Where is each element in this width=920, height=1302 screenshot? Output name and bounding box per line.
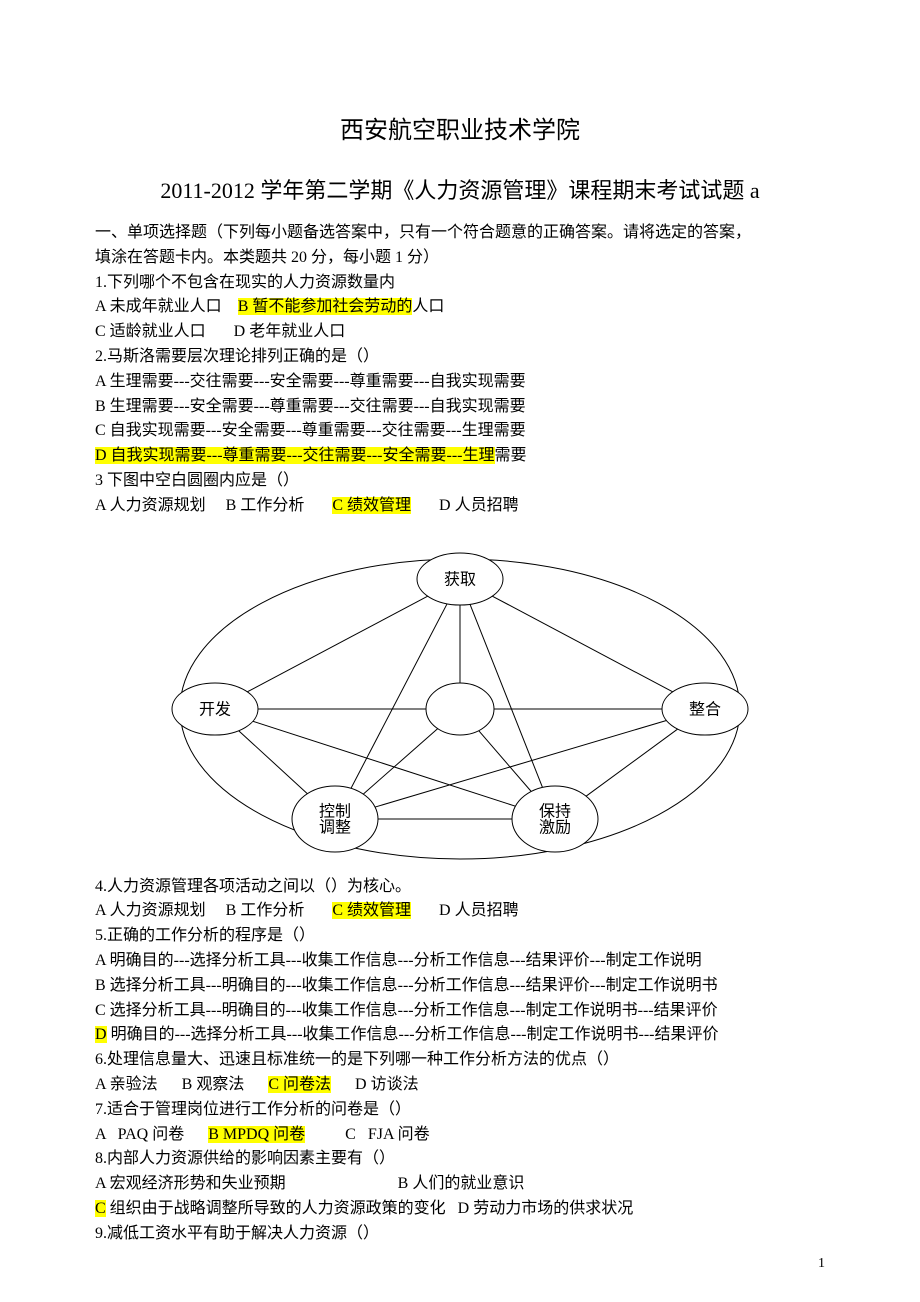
q4-opts: A 人力资源规划 B 工作分析 C 绩效管理 D 人员招聘 <box>95 899 825 924</box>
q5-opt-d: D 明确目的---选择分析工具---收集工作信息---分析工作信息---制定工作… <box>95 1023 825 1048</box>
q8-opt-cd: C 组织由于战略调整所导致的人力资源政策的变化 D 劳动力市场的供求状况 <box>95 1197 825 1222</box>
q4-opt-c-hl: C 绩效管理 <box>332 902 411 919</box>
q2-opt-c: C 自我实现需要---安全需要---尊重需要---交往需要---生理需要 <box>95 419 825 444</box>
q7-opt-c: C FJA 问卷 <box>305 1126 429 1143</box>
q3-opts: A 人力资源规划 B 工作分析 C 绩效管理 D 人员招聘 <box>95 494 825 519</box>
q9-stem: 9.减低工资水平有助于解决人力资源（） <box>95 1222 825 1247</box>
q6-opt-c-hl: C 问卷法 <box>268 1076 331 1093</box>
q2-opt-d-hl: D 自我实现需要---尊重需要---交往需要---安全需要---生理 <box>95 447 495 464</box>
svg-text:开发: 开发 <box>199 700 231 718</box>
section-instructions-l2: 填涂在答题卡内。本类题共 20 分，每小题 1 分） <box>95 246 825 271</box>
q7-opt-a: A PAQ 问卷 <box>95 1126 208 1143</box>
q1-opt-b-hl: B 暂不能参加社会劳动的 <box>238 298 413 315</box>
q6-opts: A 亲验法 B 观察法 C 问卷法 D 访谈法 <box>95 1073 825 1098</box>
q1-line-ab: A 未成年就业人口 B 暂不能参加社会劳动的人口 <box>95 295 825 320</box>
q2-opt-d-post: 需要 <box>495 447 527 464</box>
q1-line-cd: C 适龄就业人口 D 老年就业人口 <box>95 320 825 345</box>
page-number: 1 <box>818 1256 825 1272</box>
svg-text:获取: 获取 <box>444 570 476 588</box>
svg-text:整合: 整合 <box>689 700 721 718</box>
q2-stem: 2.马斯洛需要层次理论排列正确的是（） <box>95 345 825 370</box>
q6-opt-ab: A 亲验法 B 观察法 <box>95 1076 268 1093</box>
svg-text:控制: 控制 <box>319 802 351 820</box>
q3-opt-d: D 人员招聘 <box>411 497 519 514</box>
q8-opt-c-hl: C <box>95 1200 106 1217</box>
q5-opt-d-mid: 明确目的---选择分析工具---收集工作信息---分析工作信息---制定工作说明… <box>107 1026 719 1043</box>
q3-opt-c-hl: C 绩效管理 <box>332 497 411 514</box>
svg-text:保持: 保持 <box>539 802 571 820</box>
q5-opt-c: C 选择分析工具---明确目的---收集工作信息---分析工作信息---制定工作… <box>95 999 825 1024</box>
q5-opt-a: A 明确目的---选择分析工具---收集工作信息---分析工作信息---结果评价… <box>95 949 825 974</box>
q7-stem: 7.适合于管理岗位进行工作分析的问卷是（） <box>95 1098 825 1123</box>
section-instructions-l1: 一、单项选择题（下列每小题备选答案中，只有一个符合题意的正确答案。请将选定的答案… <box>95 221 825 246</box>
q4-opt-ab: A 人力资源规划 B 工作分析 <box>95 902 332 919</box>
q7-opt-b-hl: B MPDQ 问卷 <box>208 1126 305 1143</box>
q5-opt-d-hl: D <box>95 1026 107 1043</box>
q2-opt-d: D 自我实现需要---尊重需要---交往需要---安全需要---生理需要 <box>95 444 825 469</box>
svg-text:激励: 激励 <box>539 818 571 836</box>
q6-opt-d: D 访谈法 <box>331 1076 419 1093</box>
q4-stem: 4.人力资源管理各项活动之间以（）为核心。 <box>95 875 825 900</box>
svg-text:调整: 调整 <box>319 818 351 836</box>
q1-opt-b-post: 人口 <box>412 298 444 315</box>
hr-diagram: 获取开发 整合控制调整 保持激励 <box>155 529 765 869</box>
q3-stem: 3 下图中空白圆圈内应是（） <box>95 469 825 494</box>
q7-opts: A PAQ 问卷 B MPDQ 问卷 C FJA 问卷 <box>95 1123 825 1148</box>
q8-stem: 8.内部人力资源供给的影响因素主要有（） <box>95 1147 825 1172</box>
q6-stem: 6.处理信息量大、迅速且标准统一的是下列哪一种工作分析方法的优点（） <box>95 1048 825 1073</box>
exam-body: 一、单项选择题（下列每小题备选答案中，只有一个符合题意的正确答案。请将选定的答案… <box>95 221 825 1247</box>
q8-opt-ab: A 宏观经济形势和失业预期 B 人们的就业意识 <box>95 1172 825 1197</box>
q1-opt-a: A 未成年就业人口 <box>95 298 238 315</box>
q2-opt-b: B 生理需要---安全需要---尊重需要---交往需要---自我实现需要 <box>95 395 825 420</box>
q5-stem: 5.正确的工作分析的程序是（） <box>95 924 825 949</box>
q5-opt-b: B 选择分析工具---明确目的---收集工作信息---分析工作信息---结果评价… <box>95 974 825 999</box>
exam-title: 2011-2012 学年第二学期《人力资源管理》课程期末考试试题 a <box>95 173 825 205</box>
exam-page: 西安航空职业技术学院 2011-2012 学年第二学期《人力资源管理》课程期末考… <box>0 0 920 1302</box>
q4-opt-d: D 人员招聘 <box>411 902 519 919</box>
q2-opt-a: A 生理需要---交往需要---安全需要---尊重需要---自我实现需要 <box>95 370 825 395</box>
q8-opt-c-mid: 组织由于战略调整所导致的人力资源政策的变化 D 劳动力市场的供求状况 <box>106 1200 634 1217</box>
q1-stem: 1.下列哪个不包含在现实的人力资源数量内 <box>95 271 825 296</box>
q3-opt-ab: A 人力资源规划 B 工作分析 <box>95 497 332 514</box>
school-title: 西安航空职业技术学院 <box>95 110 825 145</box>
